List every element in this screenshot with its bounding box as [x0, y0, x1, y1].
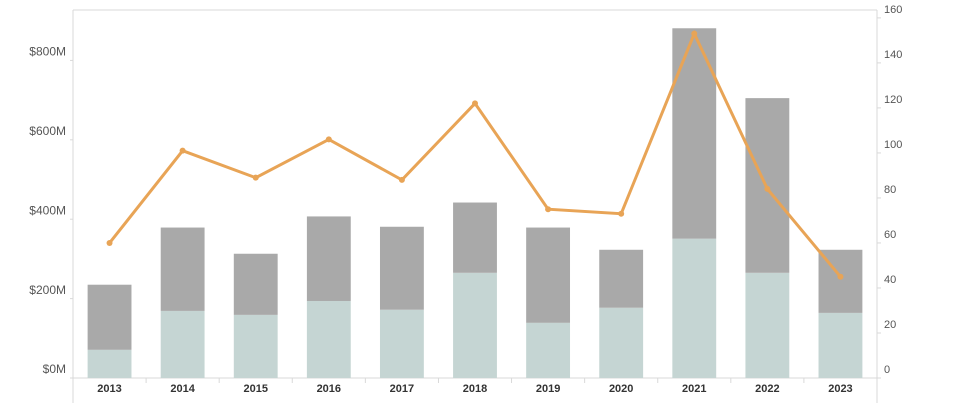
x-tick-label: 2013 — [97, 383, 121, 395]
y-tick-label: $400M — [29, 203, 66, 217]
y2-tick-label: 80 — [884, 184, 896, 196]
y-tick-label: $200M — [29, 283, 66, 297]
y2-tick-label: 40 — [884, 274, 896, 286]
bar-segment — [87, 349, 132, 378]
x-tick-label: 2021 — [682, 383, 706, 395]
y2-tick-label: 60 — [884, 229, 896, 241]
bar-segment — [233, 253, 278, 315]
bar-segment — [87, 284, 132, 350]
bar-segment — [672, 28, 717, 239]
line-point — [691, 30, 698, 37]
line-point — [179, 147, 186, 154]
line-point — [618, 210, 625, 217]
bar-segment — [599, 249, 644, 308]
bar-segment — [306, 300, 351, 378]
y2-tick-label: 0 — [884, 364, 890, 376]
x-tick-label: 2015 — [243, 383, 267, 395]
bar-segment — [233, 314, 278, 378]
x-tick-label: 2023 — [828, 383, 852, 395]
bar-segment — [453, 202, 497, 273]
bar-segment — [379, 309, 424, 378]
line-point — [764, 185, 771, 192]
bar-segment — [306, 216, 351, 301]
x-tick-label: 2017 — [390, 383, 414, 395]
line-point — [472, 100, 478, 107]
line-point — [106, 239, 113, 246]
x-tick-label: 2022 — [755, 383, 779, 395]
line-point — [325, 136, 332, 143]
x-tick-label: 2018 — [463, 383, 487, 395]
x-tick-label: 2016 — [317, 383, 341, 395]
bar-segment — [453, 272, 497, 378]
x-tick-label: 2014 — [170, 383, 195, 395]
bar-segment — [379, 226, 424, 310]
bar-segment — [526, 322, 571, 378]
bar-segment — [526, 227, 571, 323]
y2-tick-label: 20 — [884, 319, 896, 331]
bar-segment — [160, 310, 205, 378]
line-point — [545, 206, 552, 213]
bar-segment — [599, 307, 644, 378]
bar-segment — [818, 312, 863, 378]
x-tick-label: 2019 — [536, 383, 560, 395]
y-tick-label: $600M — [29, 124, 66, 138]
line-point — [837, 273, 844, 280]
bar-segment — [160, 227, 205, 311]
bar-segment — [672, 238, 717, 378]
y-tick-label: $800M — [29, 45, 66, 59]
y2-tick-label: 140 — [884, 49, 902, 61]
x-tick-label: 2020 — [609, 383, 633, 395]
y2-tick-label: 120 — [884, 94, 902, 106]
line-point — [252, 174, 259, 181]
bar-segment — [745, 272, 790, 378]
y2-tick-label: 160 — [884, 4, 902, 16]
y2-tick-label: 100 — [884, 139, 902, 151]
y-tick-label: $0M — [43, 362, 66, 376]
line-point — [398, 176, 405, 183]
